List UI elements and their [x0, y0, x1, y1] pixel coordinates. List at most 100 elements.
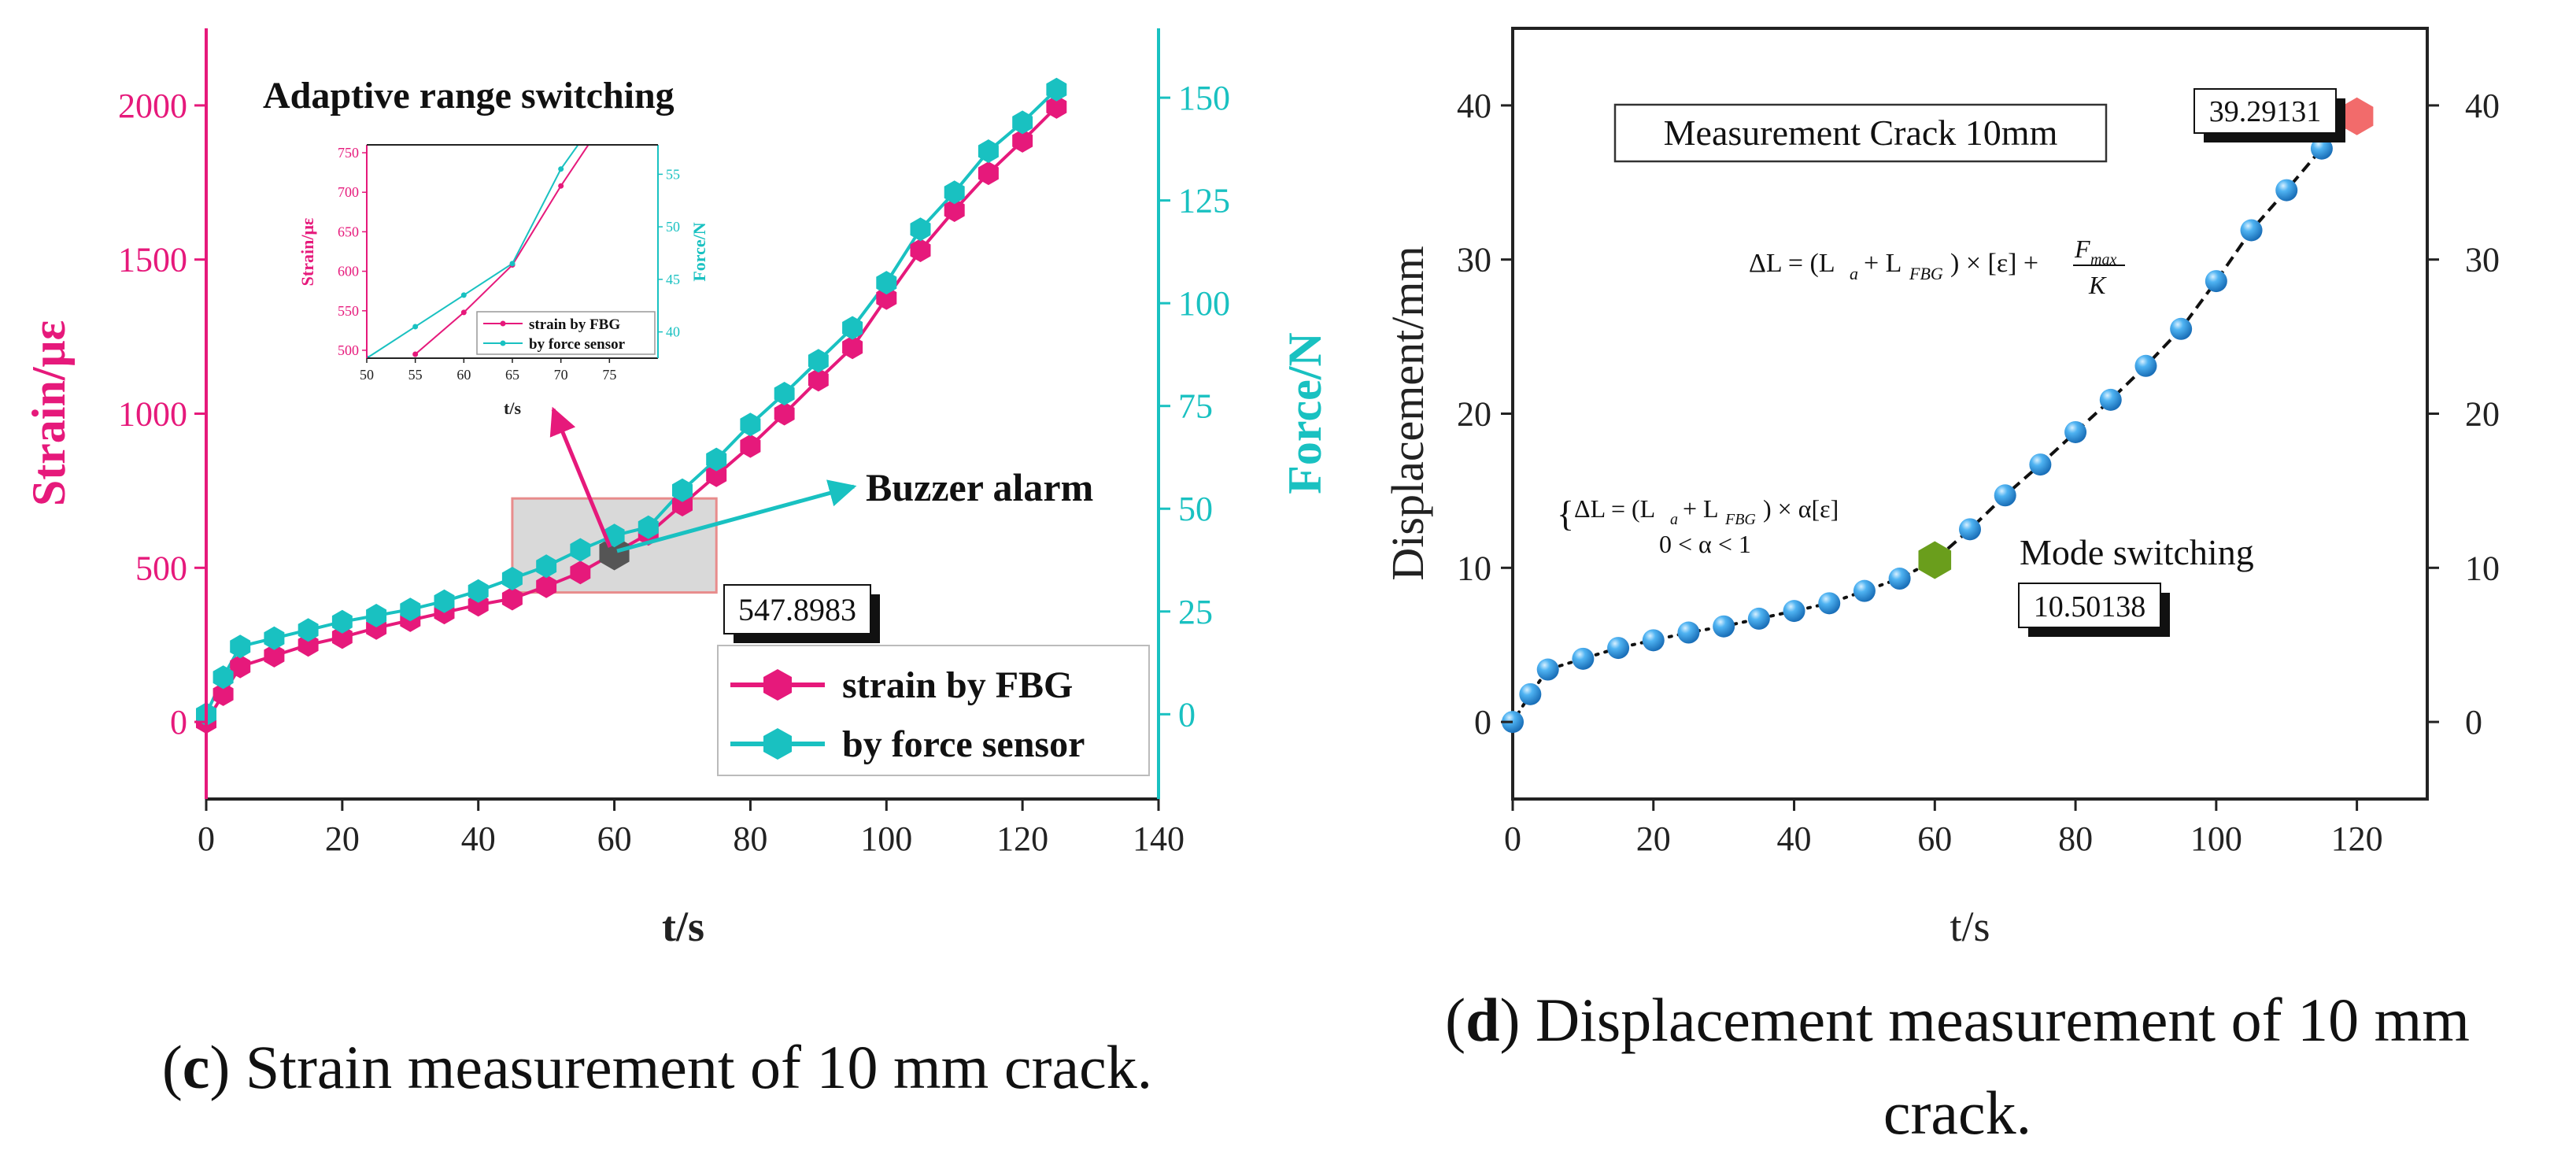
strain-point — [1012, 128, 1033, 153]
inset-y-left-tick-label: 650 — [338, 224, 359, 239]
y-left-tick-label: 2000 — [118, 87, 187, 125]
caption-d: (d) Displacement measurement of 10 mm — [1445, 986, 2470, 1054]
inset-y-right-tick-label: 40 — [666, 324, 680, 340]
displacement-point — [1747, 607, 1770, 630]
inset-point-strain — [460, 309, 467, 316]
displacement-chart-series — [1502, 97, 2374, 734]
y-right-tick-label: 75 — [1178, 387, 1213, 426]
d-y-left-tick-label: 40 — [1457, 87, 1491, 125]
force-point — [1046, 77, 1067, 102]
d-y-left-tick-label: 30 — [1457, 241, 1491, 279]
svg-text:max: max — [2090, 251, 2116, 268]
d-x-tick-label: 80 — [2058, 819, 2093, 858]
d-y-right-tick-label: 40 — [2465, 87, 2500, 125]
force-point — [400, 597, 421, 622]
svg-text:{: { — [1557, 494, 1574, 534]
x-axis-label: t/s — [662, 903, 704, 950]
displacement-point — [2134, 354, 2157, 377]
force-point — [536, 554, 557, 579]
measurement-box-text: Measurement Crack 10mm — [1664, 113, 2058, 153]
inset-y-right-tick-label: 50 — [666, 219, 680, 235]
force-point — [213, 665, 234, 690]
force-point — [774, 382, 795, 405]
svg-text:+ L: + L — [1683, 494, 1719, 523]
value-box-c: 547.8983 — [723, 584, 880, 643]
displacement-point — [2170, 317, 2193, 340]
caption-c: (c) Strain measurement of 10 mm crack. — [162, 1033, 1152, 1101]
end-point — [2340, 97, 2374, 135]
y-right-tick-label: 150 — [1178, 79, 1230, 117]
inset-series — [367, 145, 589, 358]
inset-point-force — [460, 292, 467, 298]
svg-text:+ L: + L — [1864, 249, 1902, 278]
inset-y-right-label: Force/N — [689, 222, 709, 281]
inset-y-left-tick-label: 550 — [338, 303, 359, 319]
force-point — [876, 271, 897, 295]
strain-point — [740, 434, 761, 458]
value-box-c-text: 547.8983 — [738, 592, 856, 627]
inset-legend-marker-force — [500, 340, 506, 346]
inset-x-tick-label: 50 — [360, 367, 374, 383]
displacement-point — [1888, 568, 1911, 590]
d-x-tick-label: 0 — [1504, 819, 1521, 858]
value-box-mode: 10.50138 — [2018, 583, 2170, 637]
d-y-right-tick-label: 0 — [2465, 703, 2482, 742]
inset-legend: strain by FBG by force sensor — [476, 311, 656, 355]
caption-c-letter: c — [183, 1033, 210, 1101]
displacement-point — [2240, 219, 2263, 242]
x-tick-label: 140 — [1133, 819, 1185, 858]
force-point — [944, 180, 965, 205]
buzzer-alarm-label: Buzzer alarm — [866, 465, 1093, 509]
caption-d-text: ) Displacement measurement of 10 mm — [1499, 986, 2469, 1054]
d-y-left-tick-label: 20 — [1457, 395, 1491, 434]
strain-point — [774, 401, 795, 426]
inset-ticks: 50 55 60 65 70 75 500 550 600 650 700 750 40 45 50 55 — [338, 145, 680, 383]
svg-text:ΔL = (L: ΔL = (L — [1749, 249, 1835, 278]
force-point — [366, 604, 387, 627]
y-right-tick-label: 50 — [1178, 490, 1213, 528]
y-left-tick-label: 500 — [135, 549, 187, 587]
displacement-point — [1677, 621, 1700, 644]
inset-x-label: t/s — [504, 398, 521, 418]
svg-text:) × [ε] +: ) × [ε] + — [1950, 249, 2038, 278]
caption-d-line2: crack. — [1883, 1078, 2031, 1147]
svg-text:a: a — [1670, 511, 1678, 528]
strain-point — [570, 560, 591, 585]
x-tick-label: 60 — [597, 819, 632, 858]
inset-chart: 50 55 60 65 70 75 500 550 600 650 700 750 40 45 50 55 t… — [298, 144, 709, 418]
legend-entry-force: by force sensor — [730, 723, 1085, 765]
inset-point-force — [412, 324, 419, 330]
pink-arrow — [549, 406, 612, 548]
displacement-point — [1536, 658, 1559, 681]
displacement-chart-ticks: 0 20 40 60 80 100 120 0 0 10 10 20 20 30 30 40 40 — [1457, 87, 2500, 858]
d-y-right-tick-label: 30 — [2465, 241, 2500, 279]
svg-text:FBG: FBG — [1724, 511, 1756, 528]
svg-text:FBG: FBG — [1909, 264, 1943, 283]
inset-point-strain — [412, 351, 419, 357]
inset-x-tick-label: 55 — [408, 367, 423, 383]
mode-switching-label: Mode switching — [2020, 532, 2254, 572]
strain-point — [944, 198, 965, 222]
y-right-tick-label: 25 — [1178, 593, 1213, 631]
teal-arrow — [616, 479, 857, 553]
legend-marker-strain — [763, 669, 792, 701]
d-x-axis-label: t/s — [1950, 903, 1990, 950]
x-tick-label: 20 — [325, 819, 360, 858]
legend-marker-force — [763, 728, 792, 760]
displacement-point — [1818, 592, 1841, 615]
inset-x-tick-label: 70 — [554, 367, 568, 383]
force-point — [740, 412, 761, 437]
inset-x-tick-label: 60 — [456, 367, 471, 383]
inset-y-left-tick-label: 700 — [338, 184, 359, 200]
d-y-left-tick-label: 0 — [1474, 703, 1491, 742]
svg-text:K: K — [2088, 271, 2107, 299]
displacement-point — [2099, 388, 2122, 411]
force-point — [230, 634, 251, 659]
displacement-point — [2064, 420, 2087, 443]
adaptive-range-label: Adaptive range switching — [263, 75, 674, 117]
inset-line-force — [367, 145, 579, 358]
strain-point — [978, 161, 999, 186]
inset-legend-marker-strain — [500, 320, 506, 327]
y-axis-right-label: Force/N — [1279, 332, 1331, 494]
